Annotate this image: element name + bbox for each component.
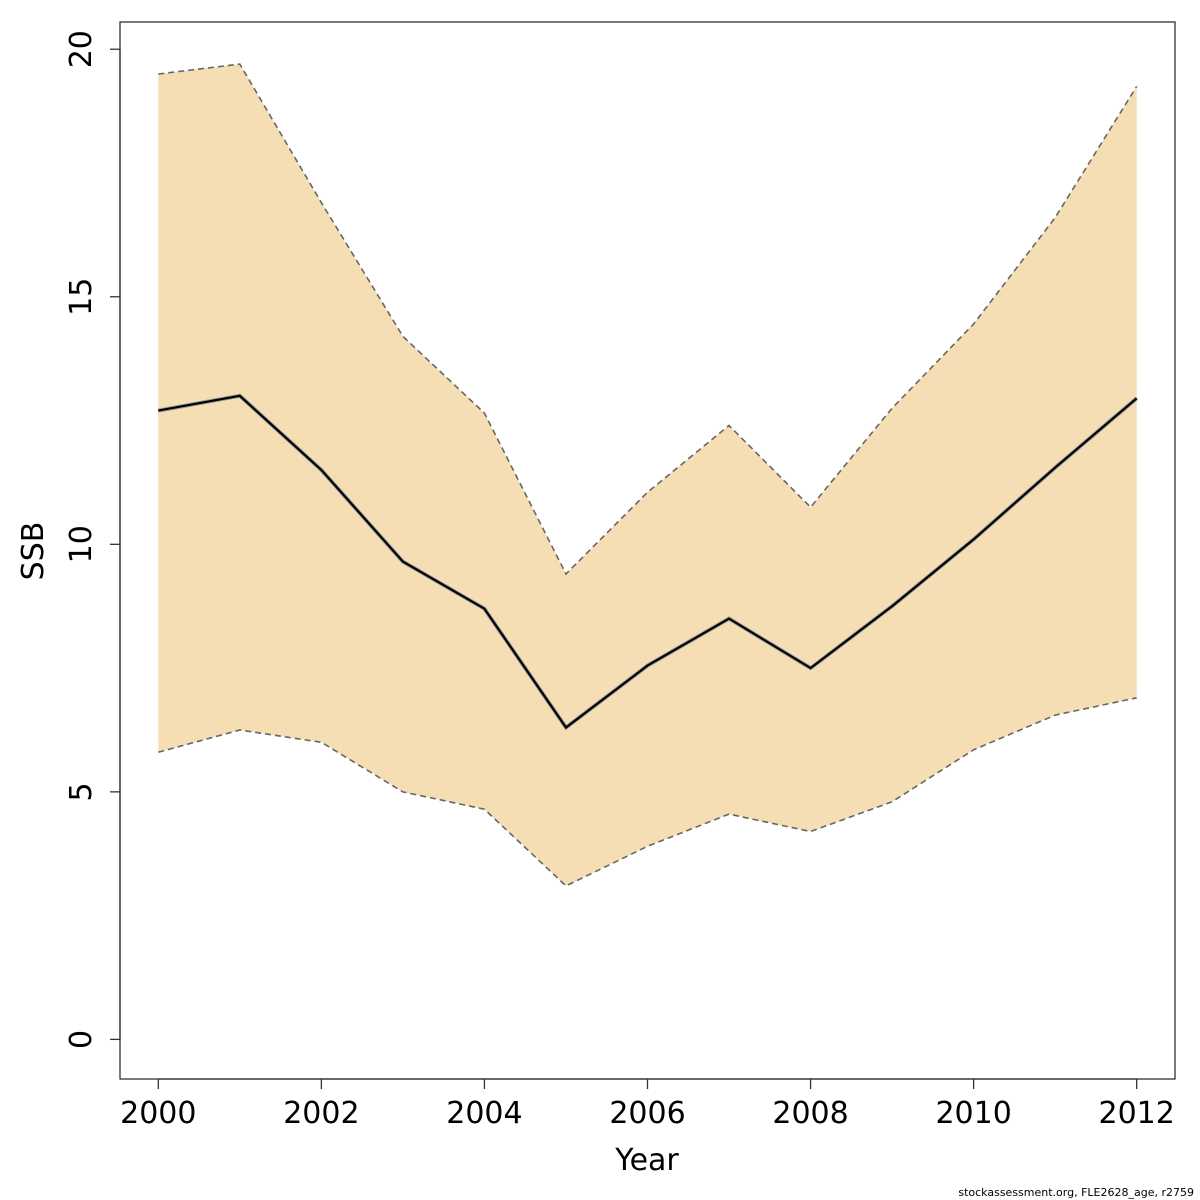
x-tick-label: 2004 xyxy=(446,1096,522,1131)
x-tick-label: 2000 xyxy=(120,1096,196,1131)
footnote: stockassessment.org, FLE2628_age, r2759 xyxy=(958,1186,1194,1199)
y-tick-label: 20 xyxy=(64,30,99,68)
x-tick-label: 2006 xyxy=(609,1096,685,1131)
y-tick-label: 0 xyxy=(64,1030,99,1049)
x-tick-label: 2008 xyxy=(772,1096,848,1131)
estimate-line xyxy=(158,394,1138,730)
lower-ci-line xyxy=(158,697,1137,887)
x-tick-label: 2012 xyxy=(1099,1096,1175,1131)
x-axis-title: Year xyxy=(614,1143,679,1178)
y-tick-label: 15 xyxy=(64,278,99,316)
confidence-band xyxy=(158,64,1137,886)
x-tick-label: 2010 xyxy=(935,1096,1011,1131)
plot-area xyxy=(157,63,1138,887)
y-axis-title: SSB xyxy=(16,522,51,581)
upper-ci-line xyxy=(158,63,1138,576)
y-tick-label: 10 xyxy=(64,525,99,563)
axes: 2000 2002 2004 2006 2008 2010 2012 0 5 10 15 20 xyxy=(64,30,1175,1131)
x-tick-label: 2002 xyxy=(283,1096,359,1131)
y-tick-label: 5 xyxy=(64,782,99,801)
